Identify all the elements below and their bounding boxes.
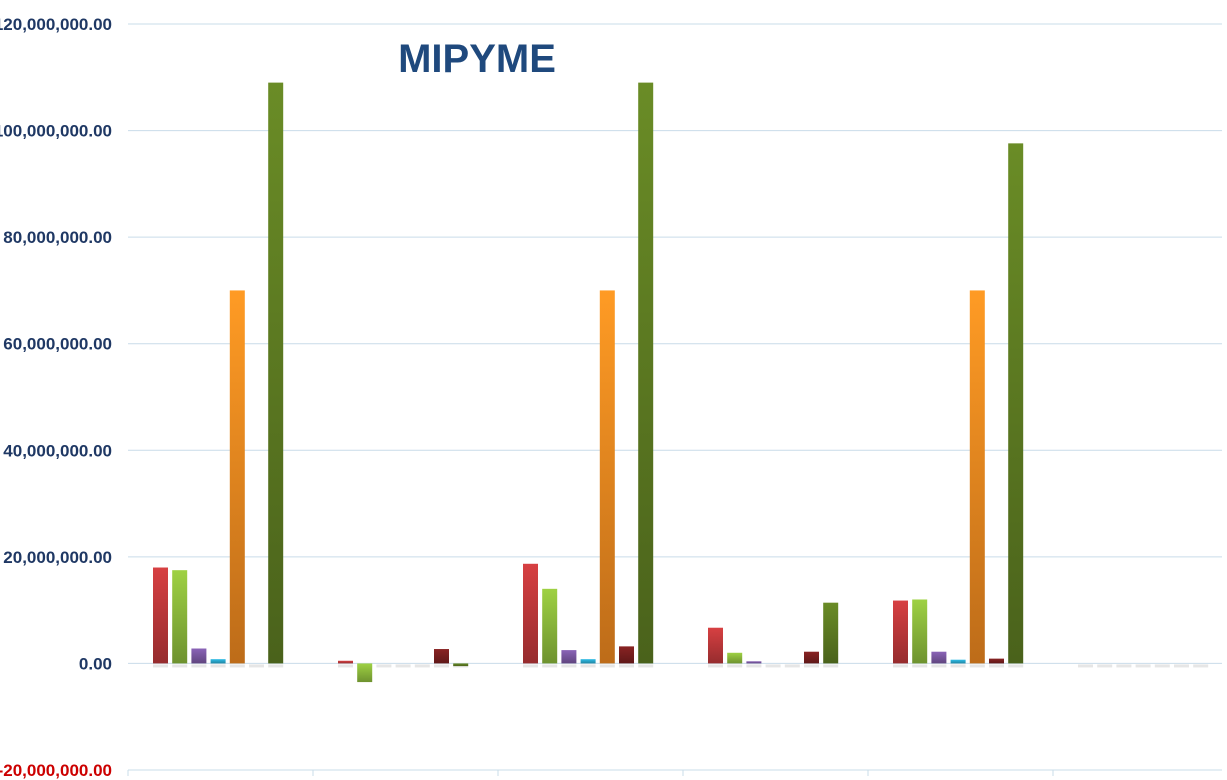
bar xyxy=(912,599,928,664)
bar xyxy=(268,82,284,664)
y-tick-label: -20,000,000.00 xyxy=(0,761,112,780)
baseline-placeholder xyxy=(542,664,558,668)
baseline-placeholder xyxy=(746,664,762,668)
baseline-placeholder xyxy=(268,664,284,668)
baseline-placeholder xyxy=(1154,664,1170,668)
baseline-placeholder xyxy=(172,664,188,668)
baseline-placeholder xyxy=(969,664,985,668)
baseline-placeholder xyxy=(989,664,1004,668)
x-axis-ticks xyxy=(127,770,1054,776)
bar xyxy=(210,659,226,664)
baseline-placeholder xyxy=(765,664,781,668)
bar xyxy=(580,659,596,664)
bar xyxy=(191,648,207,664)
bar xyxy=(153,567,168,664)
baseline-placeholder xyxy=(153,664,168,668)
bar xyxy=(542,588,558,664)
baseline-placeholder xyxy=(619,664,634,668)
baseline-placeholder xyxy=(210,664,226,668)
baseline-placeholder xyxy=(523,664,538,668)
y-tick-label: 80,000,000.00 xyxy=(3,228,112,247)
baseline-placeholders xyxy=(153,664,1209,668)
baseline-placeholder xyxy=(1097,664,1113,668)
y-tick-label: 0.00 xyxy=(79,654,112,673)
baseline-placeholder xyxy=(249,664,264,668)
bar xyxy=(1008,143,1024,664)
gridlines xyxy=(128,23,1222,771)
bar xyxy=(893,600,908,664)
y-axis-ticks: 120,000,000.00 100,000,000.00 80,000,000.0… xyxy=(0,15,112,780)
bar xyxy=(619,646,634,664)
baseline-placeholder xyxy=(1135,664,1151,668)
bars xyxy=(153,82,1024,683)
bar xyxy=(804,651,819,664)
baseline-placeholder xyxy=(414,664,430,668)
baseline-placeholder xyxy=(823,664,839,668)
y-tick-label: 20,000,000.00 xyxy=(3,548,112,567)
bar xyxy=(453,663,469,667)
baseline-placeholder xyxy=(1193,664,1209,668)
baseline-placeholder xyxy=(1078,664,1093,668)
bar xyxy=(434,649,449,664)
bar xyxy=(172,570,188,664)
baseline-placeholder xyxy=(727,664,743,668)
baseline-placeholder xyxy=(784,664,800,668)
baseline-placeholder xyxy=(708,664,723,668)
y-tick-label: 40,000,000.00 xyxy=(3,441,112,460)
baseline-placeholder xyxy=(376,664,392,668)
bar xyxy=(969,290,985,664)
baseline-placeholder xyxy=(434,664,449,668)
baseline-placeholder xyxy=(1008,664,1024,668)
baseline-placeholder xyxy=(599,664,615,668)
baseline-placeholder xyxy=(338,664,353,668)
bar xyxy=(746,661,762,664)
bar xyxy=(357,663,373,683)
baseline-placeholder xyxy=(229,664,245,668)
baseline-placeholder xyxy=(395,664,411,668)
bar xyxy=(708,627,723,664)
baseline-placeholder xyxy=(580,664,596,668)
baseline-placeholder xyxy=(950,664,966,668)
bar xyxy=(561,650,577,664)
bar xyxy=(989,658,1004,664)
bar xyxy=(823,602,839,664)
baseline-placeholder xyxy=(638,664,654,668)
baseline-placeholder xyxy=(1116,664,1132,668)
baseline-placeholder xyxy=(804,664,819,668)
baseline-placeholder xyxy=(893,664,908,668)
baseline-placeholder xyxy=(561,664,577,668)
bar xyxy=(338,660,353,664)
y-tick-label: 100,000,000.00 xyxy=(0,122,112,141)
chart-title: MIPYME xyxy=(398,37,556,81)
bar xyxy=(727,652,743,664)
bar xyxy=(931,651,947,664)
y-tick-label: 60,000,000.00 xyxy=(3,335,112,354)
baseline-placeholder xyxy=(1174,664,1189,668)
bar xyxy=(638,82,654,664)
y-tick-label: 120,000,000.00 xyxy=(0,15,112,34)
bar xyxy=(523,563,538,664)
baseline-placeholder xyxy=(912,664,928,668)
bar xyxy=(599,290,615,664)
baseline-placeholder xyxy=(931,664,947,668)
baseline-placeholder xyxy=(191,664,207,668)
bar xyxy=(229,290,245,664)
bar xyxy=(950,659,966,664)
